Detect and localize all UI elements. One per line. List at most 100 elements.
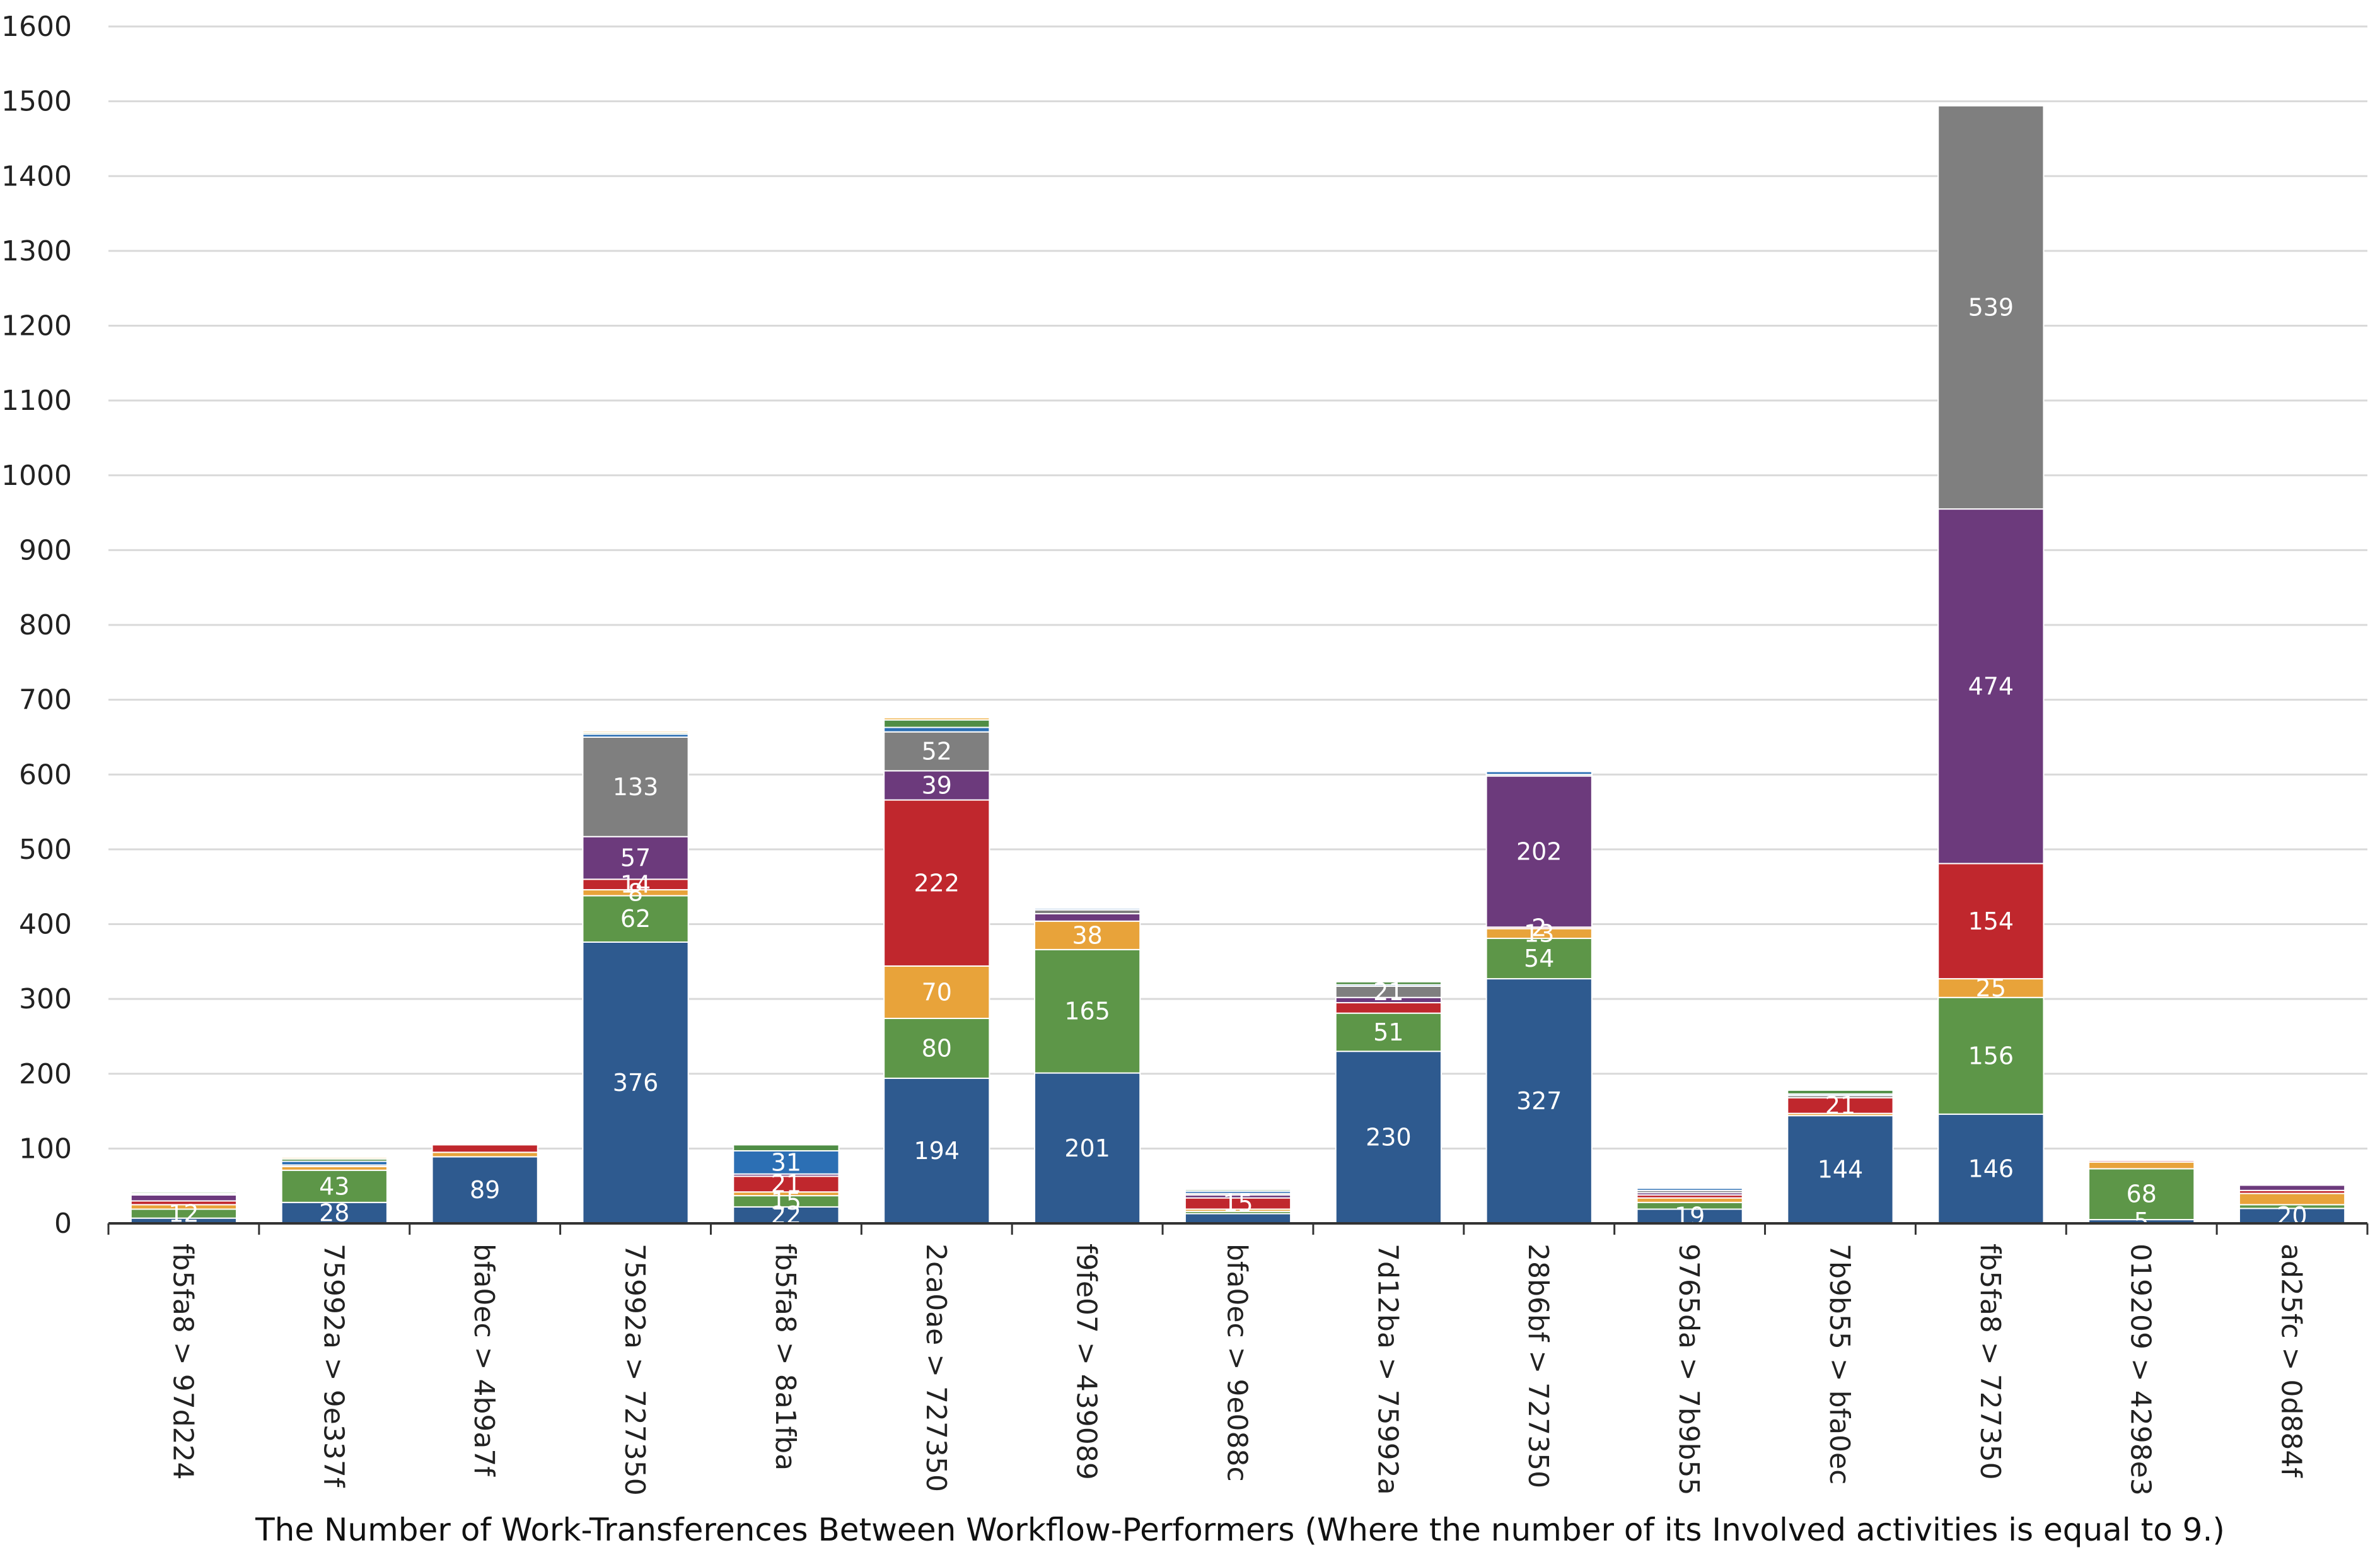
y-tick-label-0: 0	[54, 1208, 72, 1240]
data-label-16: 70	[922, 978, 952, 1006]
bar-segment-5-s8	[883, 719, 990, 728]
bar-segment-9-s5	[1485, 775, 1593, 928]
bar-segment-10-s3	[1636, 1197, 1743, 1203]
data-label-19: 52	[922, 737, 952, 765]
y-tick-label-1300: 1300	[1, 235, 72, 267]
y-tick-label-600: 600	[19, 759, 72, 791]
data-label-11: 15	[771, 1187, 801, 1215]
y-tick-label-1000: 1000	[1, 460, 72, 492]
x-tick-label-7: bfa0ec > 9e088c	[1221, 1244, 1253, 1482]
bar-segment-11-s4	[1787, 1097, 1894, 1114]
bar-segment-13-s4	[2088, 1160, 2195, 1163]
x-tick-label-14: ad25fc > 0d884f	[2275, 1244, 2307, 1478]
y-tick-label-400: 400	[19, 909, 72, 941]
bar-segment-3-s9	[582, 730, 689, 733]
bar-segment-11-s8	[1787, 1089, 1894, 1095]
bar-segment-14-s5	[2238, 1184, 2346, 1191]
data-label-29: 13	[1524, 919, 1554, 947]
data-label-43: 20	[2277, 1202, 2307, 1230]
data-label-5: 62	[620, 905, 651, 933]
x-axis-title: The Number of Work-Transferences Between…	[255, 1512, 2225, 1548]
x-tick-label-11: 7b9b55 > bfa0ec	[1823, 1244, 1855, 1484]
data-label-12: 21	[771, 1170, 801, 1198]
bar-segment-14-s8	[2238, 1182, 2346, 1185]
x-tick-label-3: 75992a > 727350	[618, 1244, 651, 1496]
bar-segment-0-s9	[130, 1190, 238, 1193]
bar-segment-5-s2	[883, 1017, 990, 1079]
y-tick-label-900: 900	[19, 534, 72, 566]
bar-segment-7-s8	[1184, 1189, 1292, 1192]
data-label-41: 5	[2134, 1208, 2149, 1235]
data-label-3: 89	[470, 1176, 500, 1204]
bar-segment-12-s3	[1937, 978, 2045, 998]
data-label-18: 39	[922, 771, 952, 799]
data-label-42: 68	[2127, 1180, 2157, 1208]
data-label-31: 202	[1516, 837, 1562, 865]
y-tick-label-200: 200	[19, 1058, 72, 1090]
data-label-9: 133	[613, 773, 659, 801]
bar-segment-4-s8	[733, 1144, 840, 1151]
data-label-40: 539	[1968, 293, 2014, 321]
x-tick-label-8: 7d12ba > 75992a	[1371, 1244, 1403, 1495]
bar-segment-13-s3	[2088, 1161, 2195, 1170]
x-tick-label-2: bfa0ec > 4b9a7f	[468, 1244, 500, 1477]
data-label-36: 156	[1968, 1042, 2014, 1070]
data-label-33: 144	[1818, 1156, 1864, 1184]
data-label-23: 15	[1222, 1190, 1253, 1218]
bar-segment-9-s2	[1485, 938, 1593, 980]
y-tick-label-700: 700	[19, 684, 72, 716]
bar-segment-5-s1	[883, 1077, 990, 1225]
data-label-26: 21	[1373, 978, 1403, 1006]
bar-segment-9-s1	[1485, 978, 1593, 1224]
x-tick-label-0: fb5fa8 > 97d224	[166, 1244, 199, 1480]
bar-segment-6-s8	[1034, 907, 1141, 909]
data-label-4: 376	[613, 1069, 659, 1097]
y-tick-label-500: 500	[19, 834, 72, 866]
bar-segment-2-s1	[431, 1156, 538, 1224]
bar-segment-1-s9	[281, 1157, 388, 1160]
y-tick-label-800: 800	[19, 609, 72, 641]
x-tick-label-6: f9fe07 > 439089	[1071, 1244, 1103, 1480]
data-label-2: 43	[319, 1172, 349, 1200]
data-label-34: 21	[1825, 1092, 1855, 1119]
y-tick-label-100: 100	[19, 1133, 72, 1165]
bar-segment-12-s5	[1937, 508, 2045, 865]
bar-segment-2-s4	[431, 1144, 538, 1153]
x-tick-label-1: 75992a > 9e337f	[317, 1244, 349, 1488]
data-label-32: 19	[1675, 1203, 1705, 1230]
bar-segment-5-s6	[883, 731, 990, 772]
bar-segment-5-s4	[883, 799, 990, 967]
data-label-20: 201	[1064, 1134, 1110, 1162]
bar-segment-10-s8	[1636, 1187, 1743, 1189]
data-label-15: 80	[922, 1034, 952, 1062]
data-label-38: 154	[1968, 907, 2014, 935]
data-label-8: 57	[620, 844, 651, 872]
x-tick-label-5: 2ca0ae > 727350	[920, 1244, 952, 1492]
bar-segment-6-s5	[1034, 912, 1141, 922]
bar-segment-3-s5	[582, 836, 689, 880]
bar-segment-1-s2	[281, 1169, 388, 1203]
data-label-28: 54	[1524, 945, 1554, 972]
bar-segment-8-s2	[1335, 1012, 1442, 1052]
x-tick-label-9: 28b6bf > 727350	[1522, 1244, 1554, 1488]
bar-segment-6-s1	[1034, 1072, 1141, 1224]
y-tick-label-1100: 1100	[1, 385, 72, 417]
bar-segment-3-s1	[582, 941, 689, 1224]
data-label-30: 2	[1531, 914, 1547, 941]
bar-segment-5-s3	[883, 965, 990, 1019]
bar-segment-6-s2	[1034, 948, 1141, 1074]
data-label-6: 8	[628, 879, 643, 907]
bar-segment-12-s4	[1937, 863, 2045, 980]
bar-segment-5-s7	[883, 726, 990, 733]
bar-segment-12-s6	[1937, 105, 2045, 510]
data-label-37: 25	[1976, 974, 2006, 1002]
x-tick-label-12: fb5fa8 > 727350	[1974, 1244, 2006, 1480]
axis-layer: 0 100 200 300 400 500 600 700 800 900 1000 1100 1200…	[1, 11, 2369, 1496]
data-label-14: 194	[914, 1137, 960, 1165]
bar-segment-5-s5	[883, 770, 990, 801]
bar-segment-3-s2	[582, 895, 689, 943]
y-tick-label-1600: 1600	[1, 11, 72, 43]
bar-segment-13-s2	[2088, 1168, 2195, 1221]
